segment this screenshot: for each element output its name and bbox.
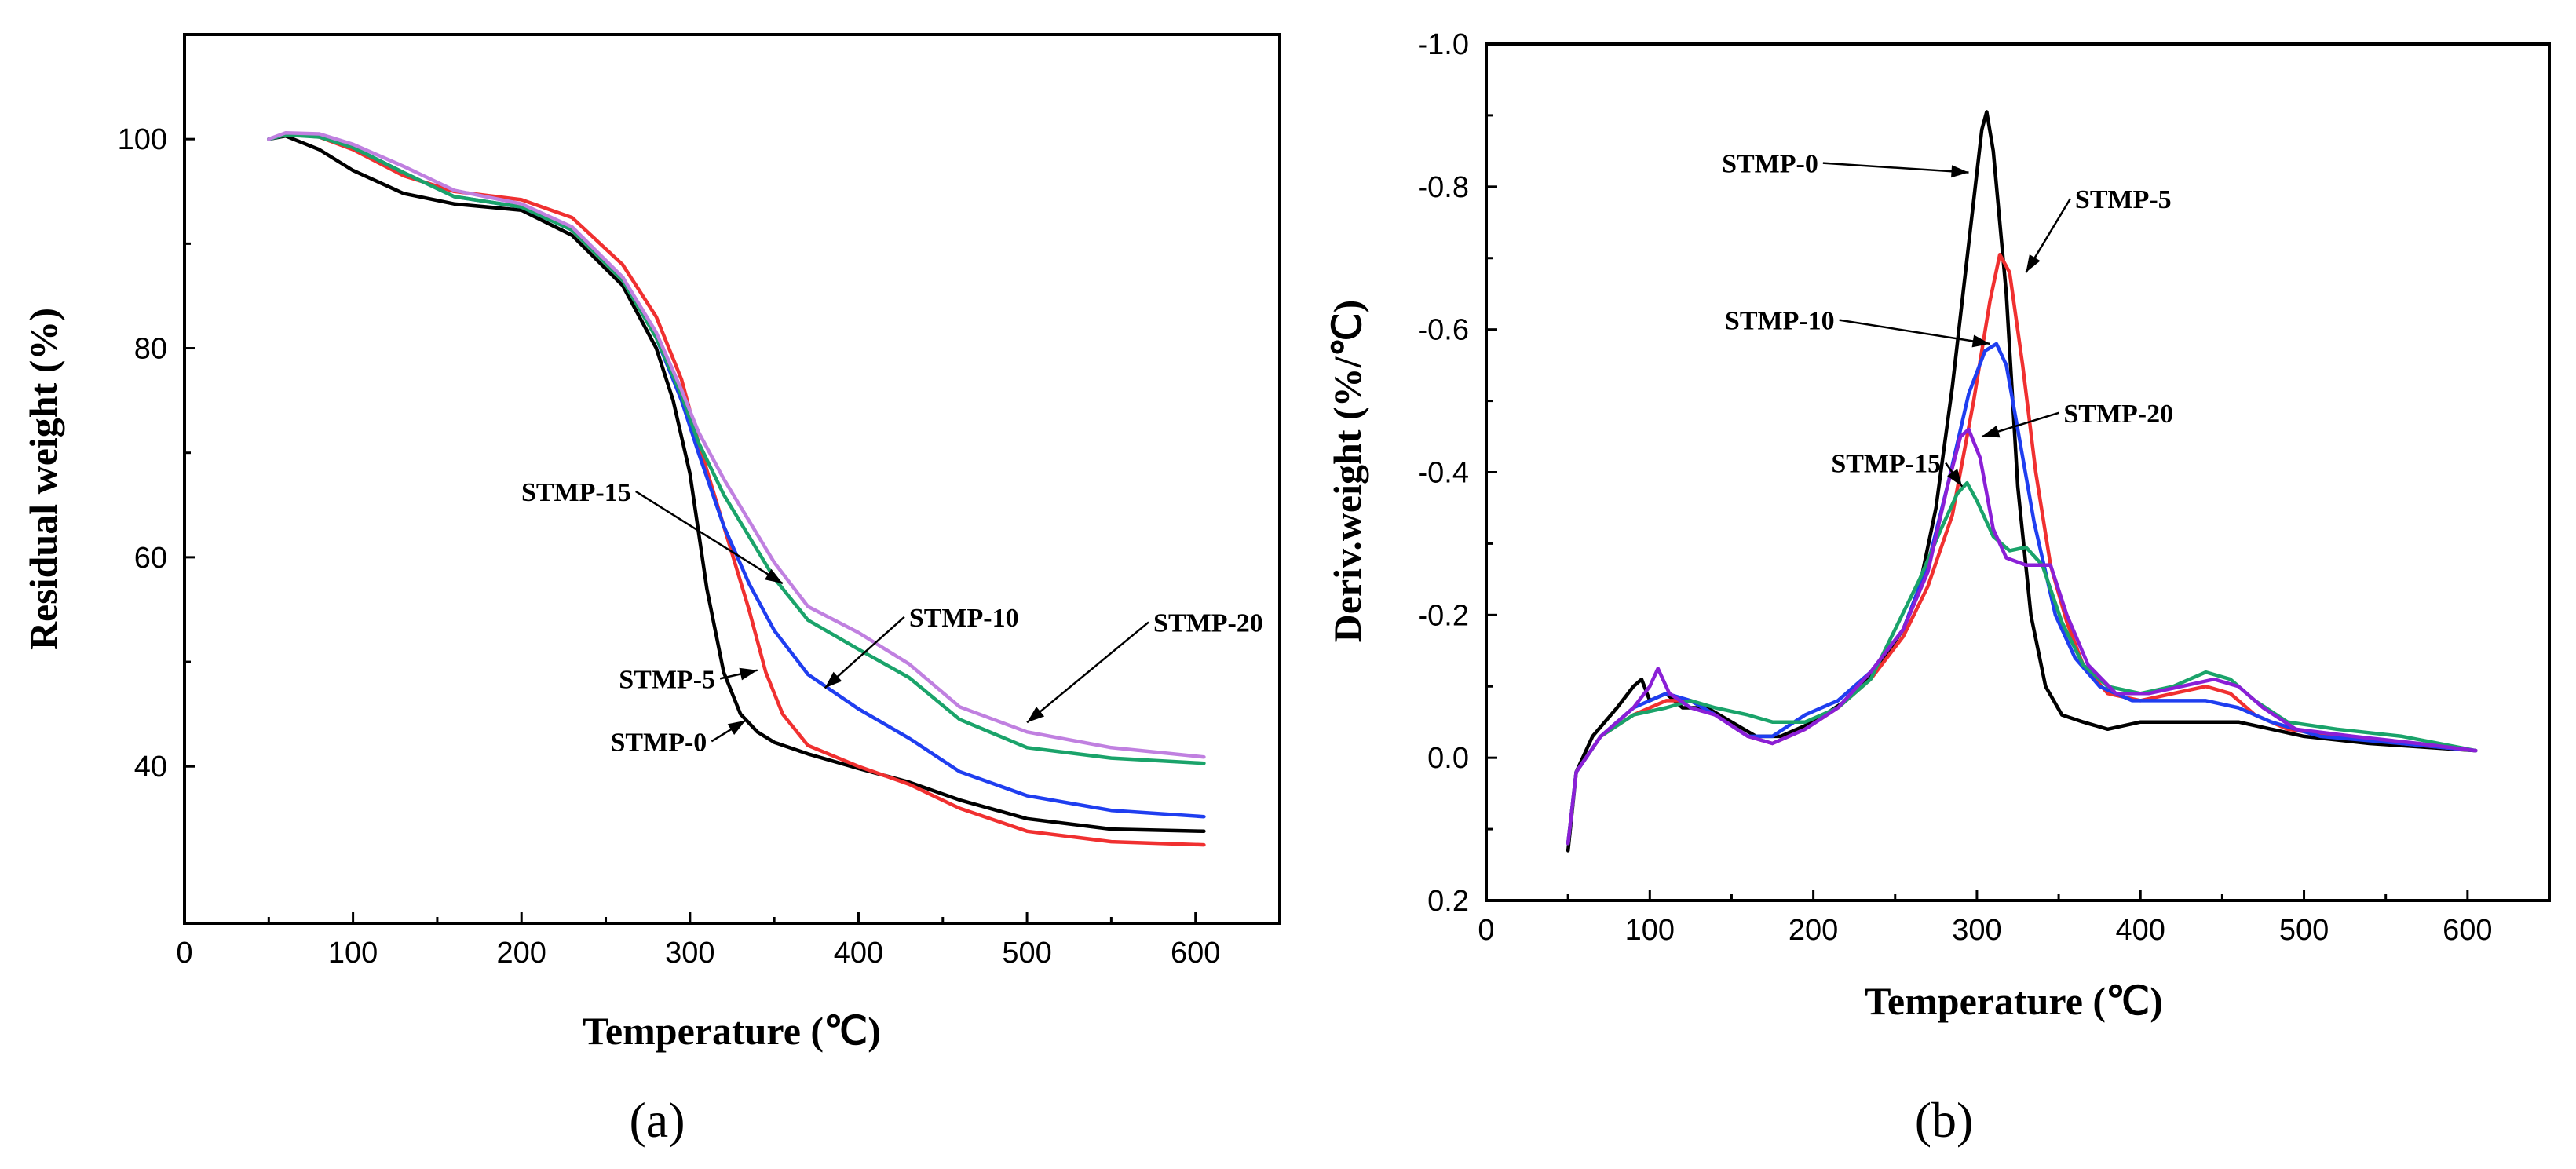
- x-tick-label-a: 600: [1171, 937, 1220, 970]
- annotation-arrowhead-stmp-5-b: [2026, 254, 2041, 272]
- annotation-arrowhead-stmp-5-a: [739, 667, 758, 681]
- y-tick-label-b: -0.6: [1418, 314, 1469, 347]
- series-line-stmp-20-b: [1566, 427, 2478, 846]
- annotations-a: STMP-15 STMP-10 STMP-20 STMP-5 STMP-0: [521, 478, 1263, 757]
- annotation-arrowhead-stmp-10-b: [1971, 334, 1990, 348]
- annotation-arrowhead-stmp-15-b: [1947, 469, 1963, 487]
- annotation-arrowhead-stmp-15-a: [764, 568, 783, 584]
- annotation-arrow-stmp-0-b: [1822, 162, 1969, 174]
- annotation-arrowhead-stmp-0-b: [1951, 165, 1969, 178]
- x-tick-label-b: 200: [1789, 914, 1838, 947]
- annotation-arrow-stmp-15-a: [635, 490, 784, 585]
- y-tick-label-a: 40: [134, 751, 167, 784]
- y-tick-label-a: 100: [118, 123, 167, 156]
- y-tick-label-a: 60: [134, 542, 167, 575]
- y-tick-label-b: -0.4: [1418, 457, 1469, 490]
- series-group-b: [1566, 110, 2478, 853]
- annotation-label-stmp-15-b: STMP-15: [1831, 450, 1941, 479]
- chart-panel-b: 0 100 200 300 400 500 600 0.2 0.0 -0.2 -0.4 -0.6 -0.…: [1325, 28, 2551, 1148]
- annotation-arrow-stmp-20-a: [1026, 621, 1149, 724]
- y-tick-label-b: 0.0: [1427, 742, 1469, 775]
- x-tick-label-b: 100: [1625, 914, 1675, 947]
- series-line-stmp-10-b: [1566, 342, 2478, 846]
- x-tick-label-a: 100: [328, 937, 378, 970]
- x-axis-title-a: Temperature (℃): [583, 1009, 881, 1053]
- series-line-stmp-15-b: [1566, 480, 2478, 846]
- annotation-arrow-stmp-10-a: [824, 616, 905, 689]
- annotation-label-stmp-10-b: STMP-10: [1725, 307, 1835, 336]
- x-tick-label-b: 500: [2279, 914, 2329, 947]
- x-tick-label-a: 300: [665, 937, 714, 970]
- annotations-b: STMP-0 STMP-5 STMP-10 STMP-20 STMP-15: [1722, 150, 2173, 488]
- annotation-label-stmp-20-b: STMP-20: [2063, 400, 2173, 429]
- y-tick-label-b: 0.2: [1427, 885, 1469, 918]
- axis-ticks-b: 0 100 200 300 400 500 600 0.2 0.0 -0.2 -0.4 -0.6 -0.…: [1418, 28, 2493, 947]
- annotation-arrowhead-stmp-20-b: [1982, 425, 2001, 438]
- axis-ticks-a: 0 100 200 300 400 500 600 40 60 80 100: [118, 123, 1221, 970]
- annotation-label-stmp-5-b: STMP-5: [2075, 185, 2172, 214]
- y-tick-label-b: -0.8: [1418, 171, 1469, 204]
- x-tick-label-b: 0: [1478, 914, 1494, 947]
- x-tick-label-b: 300: [1952, 914, 2001, 947]
- annotation-arrowhead-stmp-10-a: [824, 671, 842, 689]
- y-tick-label-b: -0.2: [1418, 599, 1469, 632]
- y-axis-title-a: Residual weight (%): [21, 308, 65, 650]
- panel-label-a: (a): [629, 1092, 685, 1148]
- annotation-label-stmp-10-a: STMP-10: [909, 604, 1019, 633]
- x-tick-label-a: 200: [497, 937, 546, 970]
- x-axis-title-b: Temperature (℃): [1865, 979, 2163, 1023]
- y-tick-label-b: -1.0: [1418, 28, 1469, 61]
- annotation-label-stmp-0-a: STMP-0: [611, 728, 707, 757]
- x-tick-label-a: 500: [1002, 937, 1051, 970]
- series-group-a: [267, 130, 1206, 847]
- annotation-label-stmp-0-b: STMP-0: [1722, 150, 1818, 179]
- series-line-stmp-15-a: [267, 133, 1206, 765]
- y-tick-label-a: 80: [134, 333, 167, 366]
- x-tick-label-b: 400: [2116, 914, 2165, 947]
- x-tick-label-b: 600: [2443, 914, 2492, 947]
- series-line-stmp-20-a: [267, 130, 1206, 759]
- x-tick-label-a: 400: [834, 937, 883, 970]
- y-axis-title-b: Deriv.weight (%/℃): [1325, 300, 1369, 643]
- series-line-stmp-10-a: [267, 132, 1206, 819]
- plot-frame-a: [183, 33, 1281, 925]
- panel-label-b: (b): [1915, 1092, 1974, 1148]
- annotation-arrow-stmp-10-b: [1839, 319, 1990, 345]
- annotation-arrowhead-stmp-0-a: [727, 720, 746, 735]
- annotation-arrowhead-stmp-20-a: [1027, 707, 1045, 723]
- annotation-label-stmp-5-a: STMP-5: [619, 665, 715, 694]
- x-tick-label-a: 0: [176, 937, 192, 970]
- annotation-label-stmp-15-a: STMP-15: [521, 478, 631, 507]
- annotation-label-stmp-20-a: STMP-20: [1153, 608, 1263, 637]
